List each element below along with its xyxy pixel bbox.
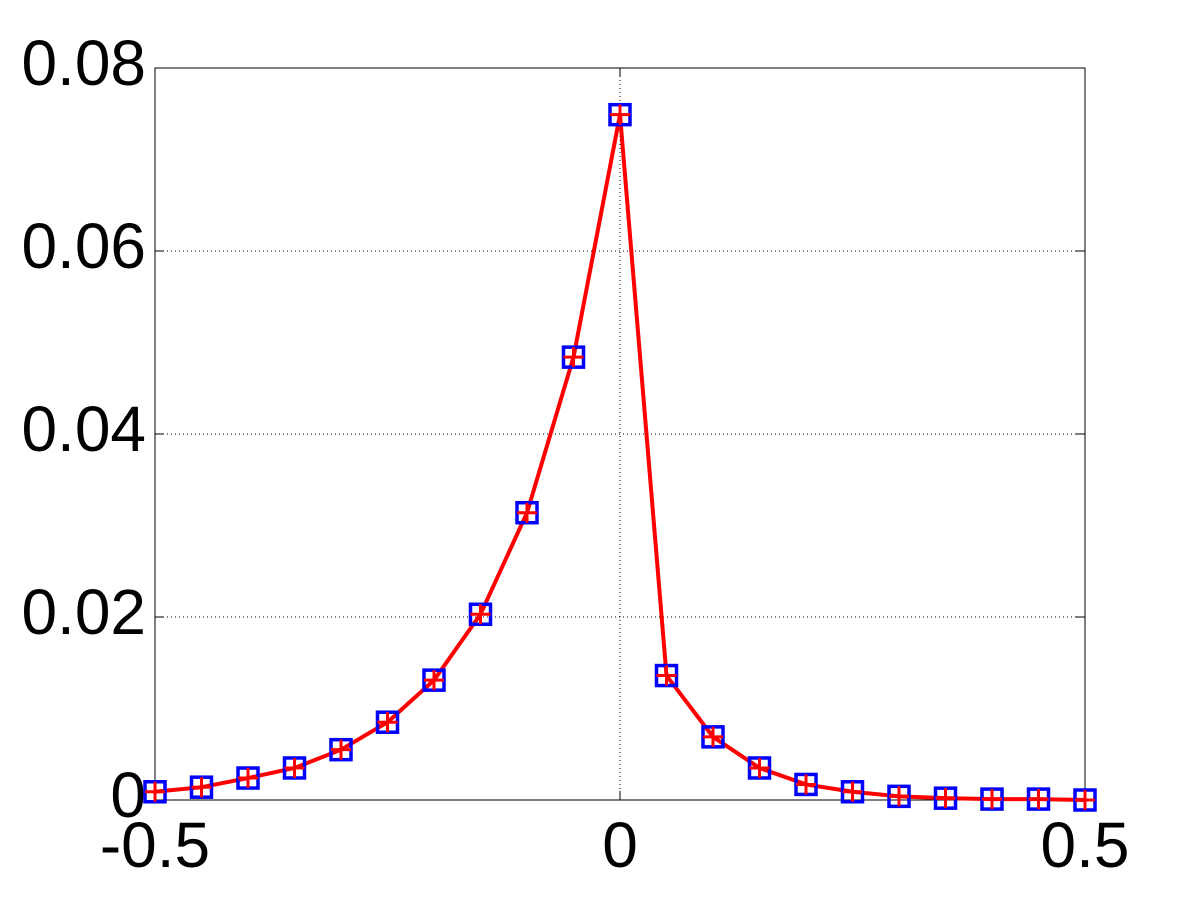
y-tick-label: 0.02	[21, 576, 146, 648]
plus-marker	[656, 665, 677, 686]
plus-marker	[517, 502, 537, 523]
plus-marker	[889, 786, 909, 807]
plus-marker	[842, 781, 863, 802]
plus-marker	[238, 768, 258, 789]
y-tick-label: 0	[110, 759, 146, 831]
y-tick-label: 0.08	[21, 27, 146, 99]
plus-marker	[145, 781, 165, 802]
plus-marker	[470, 604, 491, 625]
plus-marker	[1075, 790, 1095, 810]
plus-marker	[982, 789, 1002, 810]
y-tick-label: 0.04	[21, 393, 146, 465]
x-tick-label: 0	[602, 809, 638, 881]
plus-marker	[284, 757, 305, 778]
x-tick-label: -0.5	[100, 809, 210, 881]
plus-marker	[331, 739, 351, 760]
y-tick-label: 0.06	[21, 210, 146, 282]
plus-marker	[749, 757, 770, 778]
plus-marker	[1028, 789, 1049, 810]
plus-marker	[796, 774, 816, 795]
plus-marker	[703, 726, 723, 747]
x-tick-label: 0.5	[1041, 809, 1130, 881]
plus-marker	[424, 670, 444, 691]
plus-marker	[935, 788, 956, 809]
plus-marker	[377, 712, 398, 733]
plus-marker	[563, 347, 584, 368]
plus-marker	[610, 104, 630, 125]
plus-marker	[191, 777, 212, 798]
